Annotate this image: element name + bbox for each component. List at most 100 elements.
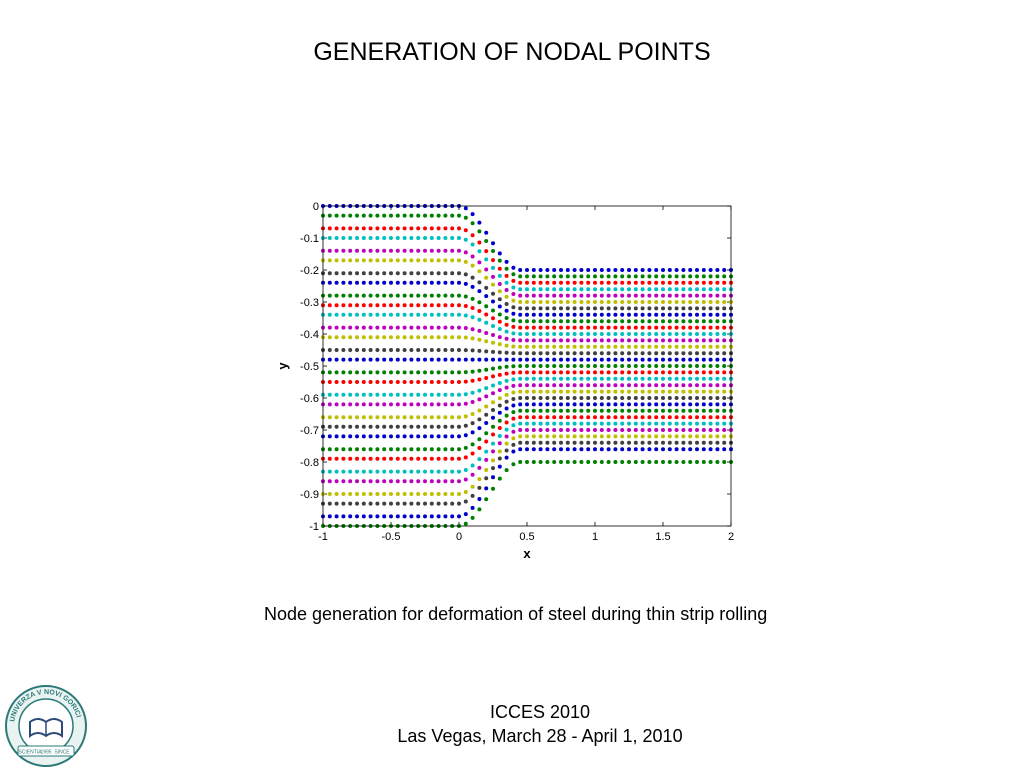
y-tick-label: -0.1 [300,233,319,245]
nodal-point [504,420,509,425]
nodal-point [416,248,421,253]
nodal-point [450,213,455,218]
nodal-point [525,274,529,279]
nodal-point [443,335,448,340]
nodal-point [416,357,421,362]
nodal-point [382,280,387,285]
nodal-point [327,271,332,276]
nodal-point [457,293,461,298]
nodal-point [654,447,659,452]
nodal-point [463,357,468,362]
nodal-point [606,332,611,336]
nodal-point [423,370,427,375]
nodal-point [355,312,359,317]
nodal-point [491,299,495,304]
nodal-point [661,460,665,464]
nodal-point [395,456,400,461]
nodal-point [559,370,563,375]
nodal-point [450,335,455,340]
nodal-point [695,376,699,381]
nodal-point [654,415,659,420]
nodal-point [423,335,427,340]
nodal-point [667,389,672,394]
nodal-point [470,399,475,404]
nodal-point [368,402,373,407]
nodal-point [661,357,665,362]
nodal-point [715,293,720,298]
nodal-point [620,274,625,279]
nodal-point [382,236,387,240]
nodal-point [674,332,679,336]
nodal-point [681,319,686,324]
nodal-point [674,344,679,349]
nodal-point [559,383,563,388]
nodal-point [334,348,339,352]
nodal-point [722,268,727,272]
nodal-point [579,428,584,432]
nodal-point [695,274,699,279]
nodal-point [613,300,618,304]
nodal-point [559,312,563,317]
nodal-point [518,460,523,464]
nodal-point [627,434,631,439]
nodal-point [620,351,625,356]
nodal-point [654,280,659,285]
nodal-point [715,408,720,413]
nodal-point [327,415,332,420]
nodal-point [627,408,631,413]
nodal-point [640,376,645,381]
nodal-point [348,501,353,506]
nodal-point [375,280,380,285]
nodal-point [722,287,727,292]
nodal-point [348,271,353,276]
nodal-point [443,501,448,506]
nodal-point [334,456,339,461]
nodal-point [613,383,618,388]
nodal-point [572,415,577,420]
nodal-point [627,280,631,285]
nodal-point [701,396,706,400]
nodal-point [579,440,584,445]
nodal-point [674,319,679,324]
nodal-point [579,402,584,407]
nodal-point [661,300,665,304]
nodal-point [620,344,625,349]
nodal-point [572,280,577,285]
nodal-point [640,344,645,349]
nodal-point [477,485,482,490]
nodal-point [599,351,604,356]
nodal-point [402,213,407,218]
nodal-point [443,402,448,407]
nodal-point [599,447,604,452]
nodal-point [593,383,597,388]
nodal-point [497,476,502,481]
nodal-point [484,267,489,272]
nodal-point [667,306,672,311]
nodal-point [586,344,591,349]
nodal-point [681,447,686,452]
nodal-point [722,306,727,311]
nodal-point [389,370,393,375]
nodal-point [695,364,699,368]
nodal-point [579,293,584,298]
nodal-point [647,306,652,311]
nodal-point [436,312,441,317]
nodal-point [545,287,550,292]
nodal-point [715,460,720,464]
nodal-point [429,424,434,429]
seal-year: 1995 [40,750,51,756]
nodal-point [701,415,706,420]
nodal-point [633,325,638,330]
nodal-point [701,460,706,464]
nodal-point [661,402,665,407]
nodal-point [327,456,332,461]
nodal-point [695,300,699,304]
nodal-point [531,389,536,394]
nodal-point [470,242,475,247]
nodal-point [613,415,618,420]
x-tick-label: 1.5 [655,531,670,543]
nodal-point [722,300,727,304]
nodal-point [633,402,638,407]
nodal-point [559,364,563,368]
nodal-point [334,312,339,317]
